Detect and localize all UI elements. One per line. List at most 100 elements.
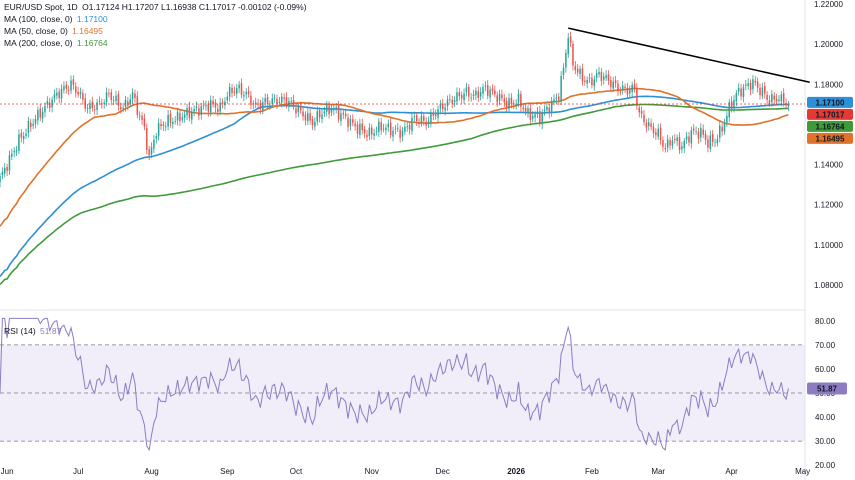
candle-body — [394, 128, 397, 130]
candle-body — [517, 93, 520, 103]
candle-body — [692, 128, 695, 131]
candle-body — [650, 123, 652, 127]
candle-body — [477, 91, 480, 98]
candle-body — [401, 130, 404, 137]
candle-body — [586, 79, 588, 84]
candle-body — [96, 102, 98, 111]
candle-body — [297, 106, 300, 113]
candle-body — [555, 97, 558, 99]
candle-body — [432, 112, 435, 116]
candle-body — [768, 100, 771, 104]
candle-body — [131, 92, 134, 100]
candle-body — [375, 131, 378, 133]
candle-body — [707, 139, 709, 148]
price-badge-bg — [807, 96, 853, 108]
legend-ma50[interactable]: MA (50, close, 0) 1.16495 — [4, 26, 103, 36]
candle-body — [290, 100, 292, 102]
x-tick-label: Nov — [365, 467, 379, 476]
price-badge-text: 1.16764 — [816, 122, 845, 131]
candle-body — [718, 125, 721, 138]
candle-body — [541, 112, 543, 125]
candle-body — [46, 101, 49, 105]
candle-body — [591, 77, 593, 86]
candle-body — [51, 99, 53, 108]
price-badge-text: 1.17017 — [816, 110, 845, 119]
x-tick-label: Mar — [651, 467, 665, 476]
candle-body — [740, 88, 742, 97]
candle-body — [328, 105, 330, 115]
candle-body — [363, 128, 366, 134]
candle-body — [134, 93, 136, 98]
candle-body — [387, 123, 390, 128]
ohlc-values: O1.17124 H1.17207 L1.16938 C1.17017 -0.0… — [82, 2, 307, 12]
candle-body — [333, 108, 335, 111]
candle-body — [702, 129, 704, 135]
candle-body — [489, 89, 491, 98]
candle-body — [93, 109, 96, 111]
candle-body — [655, 132, 657, 136]
candle-body — [607, 74, 610, 81]
candle-body — [0, 176, 1, 183]
candle-body — [690, 130, 693, 144]
candle-body — [610, 79, 612, 88]
candle-body — [373, 133, 375, 136]
y-tick-label: 1.20000 — [814, 40, 843, 49]
candle-body — [534, 114, 536, 118]
candle-body — [560, 75, 562, 102]
candle-body — [408, 124, 411, 130]
candle-body — [709, 135, 712, 149]
candle-body — [413, 116, 416, 118]
candle-body — [451, 99, 453, 104]
candle-body — [370, 127, 373, 135]
rsi-badge-bg — [807, 382, 847, 395]
legend-ma200[interactable]: MA (200, close, 0) 1.16764 — [4, 38, 108, 48]
candle-body — [37, 110, 39, 121]
y-tick-label: 1.14000 — [814, 161, 843, 170]
candle-body — [486, 84, 489, 96]
candle-body — [325, 104, 328, 112]
candle-body — [174, 120, 176, 122]
candle-body — [557, 96, 560, 101]
rsi-tick-label: 60.00 — [815, 365, 836, 374]
candle-body — [162, 124, 165, 126]
legend-ma100[interactable]: MA (100, close, 0) 1.17100 — [4, 14, 108, 24]
candle-body — [98, 101, 101, 103]
candle-body — [700, 127, 702, 138]
candle-body — [775, 98, 778, 102]
candle-body — [8, 155, 11, 171]
y-tick-label: 1.22000 — [814, 0, 843, 9]
candle-body — [569, 36, 572, 43]
candle-body — [141, 115, 143, 120]
candle-body — [344, 113, 347, 117]
candle-body — [697, 131, 700, 139]
legend-rsi[interactable]: RSI (14) 51.87 — [4, 326, 61, 336]
candle-body — [330, 109, 333, 113]
candle-body — [105, 92, 108, 103]
candle-body — [629, 90, 631, 94]
candle-body — [217, 108, 219, 112]
candle-body — [63, 86, 65, 90]
candle-body — [233, 91, 236, 93]
rsi-tick-label: 70.00 — [815, 341, 836, 350]
candle-body — [352, 119, 354, 123]
legend-value: 51.87 — [40, 326, 62, 336]
candle-body — [70, 80, 72, 91]
candle-body — [143, 118, 146, 127]
candle-body — [676, 137, 678, 141]
candle-body — [721, 126, 723, 132]
candle-body — [759, 87, 761, 96]
candle-body — [257, 103, 259, 105]
candle-body — [787, 104, 790, 107]
candle-body — [621, 85, 624, 91]
candle-body — [110, 92, 113, 101]
candle-body — [155, 136, 158, 139]
candle-body — [89, 103, 91, 109]
legend-value: 1.16764 — [76, 38, 108, 48]
candle-body — [674, 139, 676, 140]
candle-body — [354, 123, 356, 127]
candle-body — [614, 80, 617, 84]
y-tick-label: 1.10000 — [814, 241, 843, 250]
candle-body — [262, 102, 264, 111]
ma50-line — [0, 87, 789, 227]
